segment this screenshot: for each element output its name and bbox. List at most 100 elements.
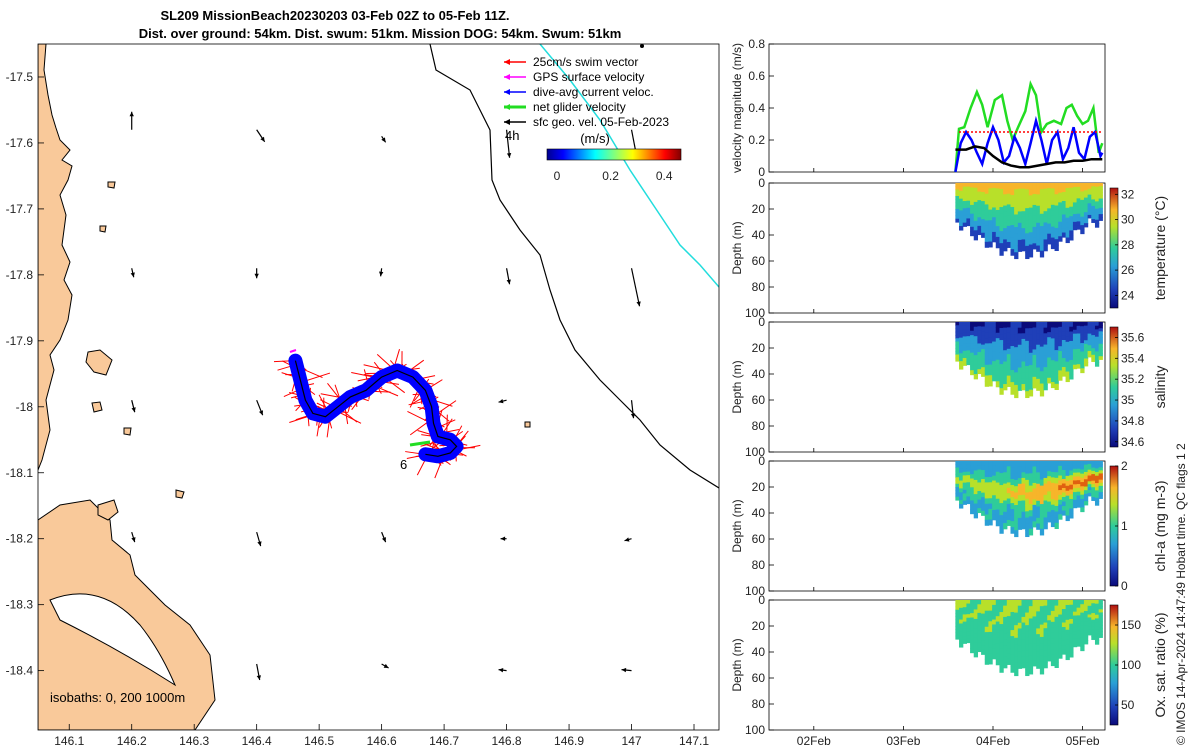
section-cell bbox=[1007, 199, 1011, 205]
section-cell bbox=[1010, 189, 1014, 196]
section-cell bbox=[970, 631, 974, 636]
section-cell bbox=[1069, 188, 1073, 193]
section-cell bbox=[985, 220, 989, 226]
section-cell bbox=[959, 616, 963, 621]
section-cell bbox=[1080, 326, 1084, 331]
section-cell bbox=[1014, 625, 1018, 632]
section-cell bbox=[999, 636, 1003, 643]
section-cell bbox=[959, 206, 963, 211]
section-cell bbox=[977, 192, 981, 197]
section-cell bbox=[981, 197, 985, 202]
section-cell bbox=[1069, 494, 1073, 499]
colorbar-tick-label: 34.8 bbox=[1121, 414, 1145, 428]
section-cell bbox=[977, 470, 981, 475]
section-cell bbox=[977, 504, 981, 509]
section-cell bbox=[1007, 376, 1011, 382]
section-cell bbox=[963, 333, 967, 337]
section-cell bbox=[1044, 617, 1048, 623]
section-cell bbox=[1044, 333, 1048, 339]
section-cell bbox=[1099, 495, 1103, 499]
section-cell bbox=[1058, 610, 1062, 615]
section-cell bbox=[1095, 490, 1099, 494]
section-cell bbox=[1051, 655, 1055, 661]
section-cell bbox=[1084, 344, 1088, 348]
section-cell bbox=[1073, 469, 1077, 473]
section-cell bbox=[1040, 600, 1044, 607]
section-cell bbox=[999, 219, 1003, 226]
section-cell bbox=[1047, 208, 1051, 214]
section-cell bbox=[1029, 183, 1033, 190]
section-cell bbox=[1055, 517, 1059, 523]
section-cell bbox=[988, 215, 992, 221]
section-cell bbox=[981, 641, 985, 646]
section-cell bbox=[1018, 512, 1022, 518]
section-cell bbox=[1010, 515, 1014, 522]
section-cell bbox=[970, 205, 974, 210]
section-cell bbox=[1033, 382, 1037, 388]
section-cell bbox=[970, 461, 974, 466]
section-cell bbox=[996, 333, 1000, 339]
section-cell bbox=[985, 215, 989, 221]
section-cell bbox=[1010, 630, 1014, 637]
section-cell bbox=[1021, 512, 1025, 518]
section-cell bbox=[981, 470, 985, 475]
section-cell bbox=[1010, 370, 1014, 377]
legend-label: dive-avg current veloc. bbox=[533, 85, 654, 99]
section-cell bbox=[1055, 361, 1059, 367]
colorbar-tick-label: 35.6 bbox=[1121, 330, 1145, 344]
section-cell bbox=[1033, 461, 1037, 467]
section-cell bbox=[996, 515, 1000, 521]
section-cell bbox=[959, 334, 963, 339]
section-cell bbox=[1095, 198, 1099, 202]
section-cell bbox=[1091, 497, 1095, 501]
section-cell bbox=[1029, 625, 1033, 632]
section-cell bbox=[1084, 490, 1088, 494]
section-cell bbox=[1033, 605, 1037, 611]
section-cell bbox=[1095, 205, 1099, 209]
section-cell bbox=[1073, 627, 1077, 631]
section-cell bbox=[1058, 634, 1062, 639]
section-cell bbox=[970, 635, 974, 640]
section-cell bbox=[955, 219, 959, 223]
section-cell bbox=[1066, 198, 1070, 204]
section-cell bbox=[1007, 333, 1011, 339]
section-cell bbox=[988, 488, 992, 494]
section-cell bbox=[1080, 339, 1084, 344]
section-cell bbox=[1003, 206, 1007, 212]
section-cell bbox=[1021, 217, 1025, 223]
section-cell bbox=[1025, 214, 1029, 221]
section-cell bbox=[1055, 617, 1059, 623]
section-cell bbox=[1084, 637, 1088, 641]
colorbar-tick-label: 2 bbox=[1121, 459, 1128, 473]
section-cell bbox=[1095, 329, 1099, 333]
section-cell bbox=[1014, 227, 1018, 234]
section-cell bbox=[1036, 322, 1040, 328]
section-cell bbox=[1007, 482, 1011, 488]
section-cell bbox=[974, 494, 978, 499]
section-cell bbox=[959, 342, 963, 347]
section-cell bbox=[1047, 239, 1051, 245]
section-cell bbox=[992, 193, 996, 198]
velocity-ytick-label: 0.6 bbox=[748, 69, 765, 83]
section-cell bbox=[1036, 506, 1040, 512]
section-cell bbox=[999, 666, 1003, 673]
section-cell bbox=[1066, 501, 1070, 507]
section-cell bbox=[1084, 494, 1088, 498]
section-cell bbox=[963, 472, 967, 476]
section-cell bbox=[988, 199, 992, 205]
section-cell bbox=[1010, 340, 1014, 347]
section-cell bbox=[1021, 328, 1025, 334]
section-cell bbox=[1040, 251, 1044, 258]
section-cell bbox=[1069, 192, 1073, 197]
section-cell bbox=[1051, 188, 1055, 194]
section-cell bbox=[992, 466, 996, 471]
section-cell bbox=[1029, 201, 1033, 208]
section-cell bbox=[1040, 183, 1044, 190]
section-cell bbox=[959, 481, 963, 486]
section-cell bbox=[970, 600, 974, 605]
colorbar-tick-label: 100 bbox=[1121, 658, 1141, 672]
section-cell bbox=[988, 605, 992, 611]
section-cell bbox=[999, 328, 1003, 335]
section-cell bbox=[1077, 469, 1081, 473]
section-cell bbox=[959, 469, 963, 474]
